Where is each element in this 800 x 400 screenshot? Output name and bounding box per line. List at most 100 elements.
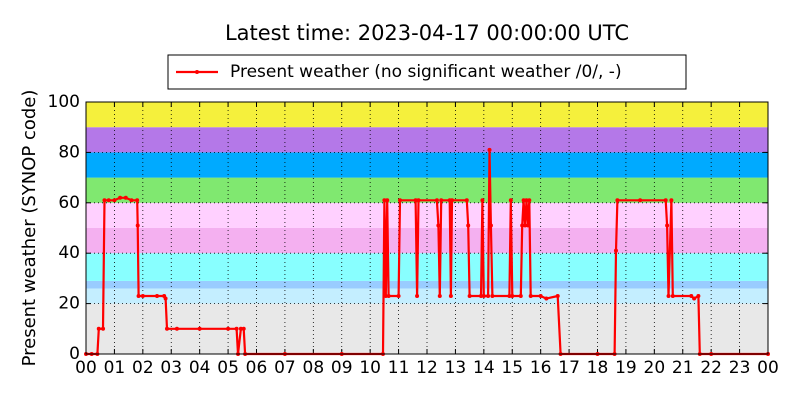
data-point xyxy=(518,294,523,299)
data-point xyxy=(238,326,243,331)
data-point xyxy=(385,198,390,203)
data-point xyxy=(521,198,526,203)
data-point xyxy=(434,198,439,203)
data-point xyxy=(174,326,179,331)
data-point xyxy=(525,223,530,228)
data-point xyxy=(96,326,101,331)
background-band xyxy=(86,288,768,304)
chart-title: Latest time: 2023-04-17 00:00:00 UTC xyxy=(225,21,629,45)
data-point xyxy=(488,223,493,228)
data-point xyxy=(507,294,512,299)
data-point xyxy=(112,198,117,203)
data-point xyxy=(136,294,141,299)
data-point xyxy=(164,326,169,331)
y-tick-label: 100 xyxy=(48,92,80,112)
data-point xyxy=(638,198,643,203)
x-tick-label: 04 xyxy=(189,358,211,378)
x-tick-label: 00 xyxy=(757,358,779,378)
data-point xyxy=(234,326,239,331)
x-tick-label: 20 xyxy=(644,358,666,378)
data-point xyxy=(155,294,160,299)
legend-box xyxy=(167,54,687,90)
data-point xyxy=(436,223,441,228)
x-tick-label: 23 xyxy=(729,358,751,378)
data-point xyxy=(666,294,671,299)
data-point xyxy=(437,294,442,299)
data-point xyxy=(382,198,387,203)
data-point xyxy=(102,198,107,203)
background-band xyxy=(86,280,768,289)
data-point xyxy=(696,294,701,299)
x-tick-label: 09 xyxy=(331,358,353,378)
y-tick-label: 40 xyxy=(58,243,80,263)
x-tick-label: 07 xyxy=(274,358,296,378)
data-point xyxy=(510,294,515,299)
data-point xyxy=(478,294,483,299)
data-point xyxy=(670,294,675,299)
data-point xyxy=(416,198,421,203)
legend-label: Present weather (no significant weather … xyxy=(230,62,622,82)
x-tick-label: 03 xyxy=(160,358,182,378)
data-point xyxy=(106,198,111,203)
x-tick-label: 16 xyxy=(530,358,552,378)
x-tick-label: 12 xyxy=(416,358,438,378)
data-point xyxy=(386,294,391,299)
y-tick-label: 80 xyxy=(58,142,80,162)
data-point xyxy=(135,198,140,203)
data-point xyxy=(527,198,532,203)
x-tick-label: 11 xyxy=(388,358,410,378)
data-point xyxy=(396,294,401,299)
plot-frame xyxy=(85,101,769,355)
x-tick-label: 15 xyxy=(501,358,523,378)
data-point xyxy=(118,195,123,200)
data-point xyxy=(467,294,472,299)
data-point xyxy=(689,294,694,299)
data-point xyxy=(528,294,533,299)
x-tick-label: 19 xyxy=(615,358,637,378)
background-band xyxy=(86,127,768,153)
data-point xyxy=(487,147,492,152)
data-point xyxy=(508,198,513,203)
data-point xyxy=(226,326,231,331)
y-tick-label: 0 xyxy=(69,344,80,364)
legend-marker xyxy=(195,70,199,74)
data-point xyxy=(538,294,543,299)
y-tick-label: 20 xyxy=(58,294,80,314)
data-point xyxy=(523,223,528,228)
data-point xyxy=(555,294,560,299)
data-point xyxy=(123,195,128,200)
data-point xyxy=(464,198,469,203)
data-point xyxy=(413,198,418,203)
x-tick-label: 14 xyxy=(473,358,495,378)
x-tick-label: 21 xyxy=(672,358,694,378)
data-point xyxy=(135,223,140,228)
data-point xyxy=(163,296,168,301)
x-tick-label: 17 xyxy=(558,358,580,378)
data-point xyxy=(197,326,202,331)
data-point xyxy=(129,198,134,203)
data-point xyxy=(615,198,620,203)
y-tick-label: 60 xyxy=(58,193,80,213)
data-point xyxy=(415,294,420,299)
data-point xyxy=(481,294,486,299)
x-tick-label: 08 xyxy=(303,358,325,378)
x-tick-label: 06 xyxy=(246,358,268,378)
x-tick-label: 13 xyxy=(445,358,467,378)
y-axis-label: Present weather (SYNOP code) xyxy=(19,90,40,367)
data-point xyxy=(663,198,668,203)
data-point xyxy=(486,294,491,299)
x-tick-label: 01 xyxy=(104,358,126,378)
x-tick-label: 22 xyxy=(700,358,722,378)
data-point xyxy=(520,223,525,228)
data-point xyxy=(613,248,618,253)
data-point xyxy=(450,198,455,203)
data-point xyxy=(490,294,495,299)
background-band xyxy=(86,253,768,281)
data-point xyxy=(524,198,529,203)
data-point xyxy=(448,294,453,299)
data-point xyxy=(439,198,444,203)
x-tick-label: 00 xyxy=(75,358,97,378)
data-point xyxy=(665,223,670,228)
data-point xyxy=(544,296,549,301)
x-tick-label: 10 xyxy=(359,358,381,378)
